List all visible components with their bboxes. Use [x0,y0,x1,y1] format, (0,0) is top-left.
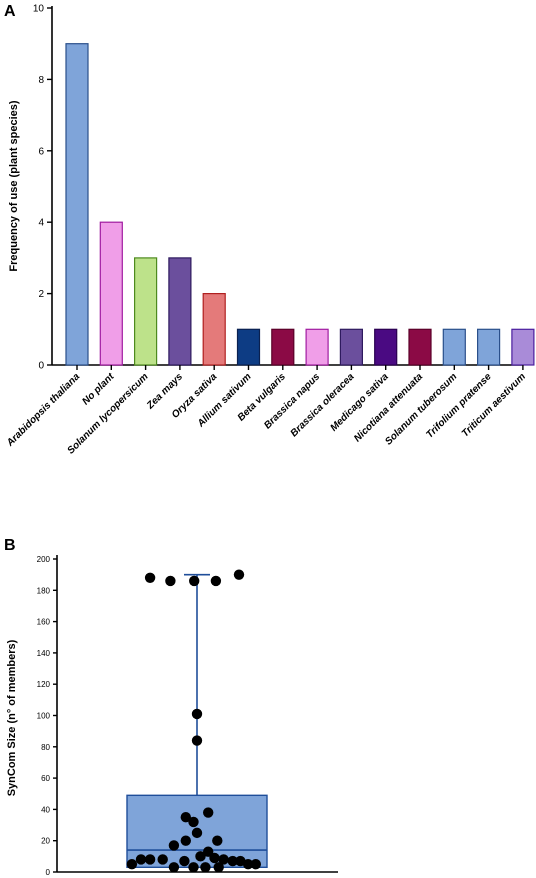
panel-a-letter: A [4,3,16,20]
panel-b-chart: 0 20 40 60 80 100 120 140 160 180 200 [37,555,338,877]
bar [202,293,226,366]
category-label: Triticum aestivum [460,371,528,439]
data-point [210,575,222,587]
panel-a-y-tick-label: 4 [38,218,44,229]
panel-b-y-tick-label: 0 [46,868,51,877]
data-point [242,858,254,870]
data-point [144,572,156,583]
data-point [189,575,200,587]
panel-a-y-tick-label: 10 [33,4,45,15]
data-point [188,862,199,873]
panel-b-letter: B [4,537,16,554]
data-point [191,827,203,839]
panel-b-y-tick-label: 40 [41,805,50,814]
panel-b-y-tick-label: 180 [37,586,51,595]
data-point [227,855,238,867]
panel-b-y-tick-label: 120 [37,680,51,689]
category-label: Brassica oleracea [289,371,357,439]
panel-b-y-tick-label: 80 [41,743,50,752]
panel-b-y-tick-label: 60 [41,774,50,783]
panel-a-y-tick-label: 8 [38,75,44,86]
data-point [212,835,223,846]
panel-b-y-tick-label: 20 [41,837,50,846]
bar [374,328,398,366]
panel-b-y-axis-title: SynCom Size (n° of members) [6,639,18,796]
bar [477,328,501,366]
panel-b-y-tick-label: 160 [37,618,51,627]
data-point [126,858,138,870]
bar [99,221,123,366]
bar [236,328,261,366]
bar [339,328,363,366]
data-point [191,708,203,720]
data-point [233,569,245,580]
category-label: Trifolium pratense [424,371,494,441]
data-point [168,840,180,851]
data-point [165,575,176,587]
data-point [188,816,199,828]
data-point [218,854,229,865]
bar [442,328,466,366]
data-point [157,854,168,865]
data-point [209,852,220,864]
bar [408,328,432,366]
category-label: Medicago sativa [328,371,391,434]
bar [511,328,535,366]
bar [65,43,89,366]
data-point [168,862,180,873]
bar [168,257,192,366]
category-label: Arabidopsis thaliana [4,371,82,449]
data-point [180,835,191,846]
data-point [203,846,214,857]
panel-a-y-tick-label: 2 [38,289,44,300]
data-point [250,858,261,870]
panel-a-y-tick-label: 0 [38,361,44,372]
panel-b-y-tick-label: 100 [37,712,51,721]
data-point [144,854,156,865]
data-point [179,855,190,867]
data-point [135,854,147,865]
data-point [180,812,191,823]
data-point [195,851,206,862]
panel-b-y-tick-label: 140 [37,649,51,658]
bar [271,328,295,366]
panel-a-y-tick-label: 6 [38,146,44,157]
data-point [213,862,224,873]
bar [134,257,158,366]
data-point [203,807,214,818]
panel-b-y-tick-label: 200 [37,555,51,564]
data-point [200,862,211,873]
bar [305,328,329,366]
panel-a-y-axis-title: Frequency of use (plant species) [8,100,20,271]
data-point [191,735,203,746]
